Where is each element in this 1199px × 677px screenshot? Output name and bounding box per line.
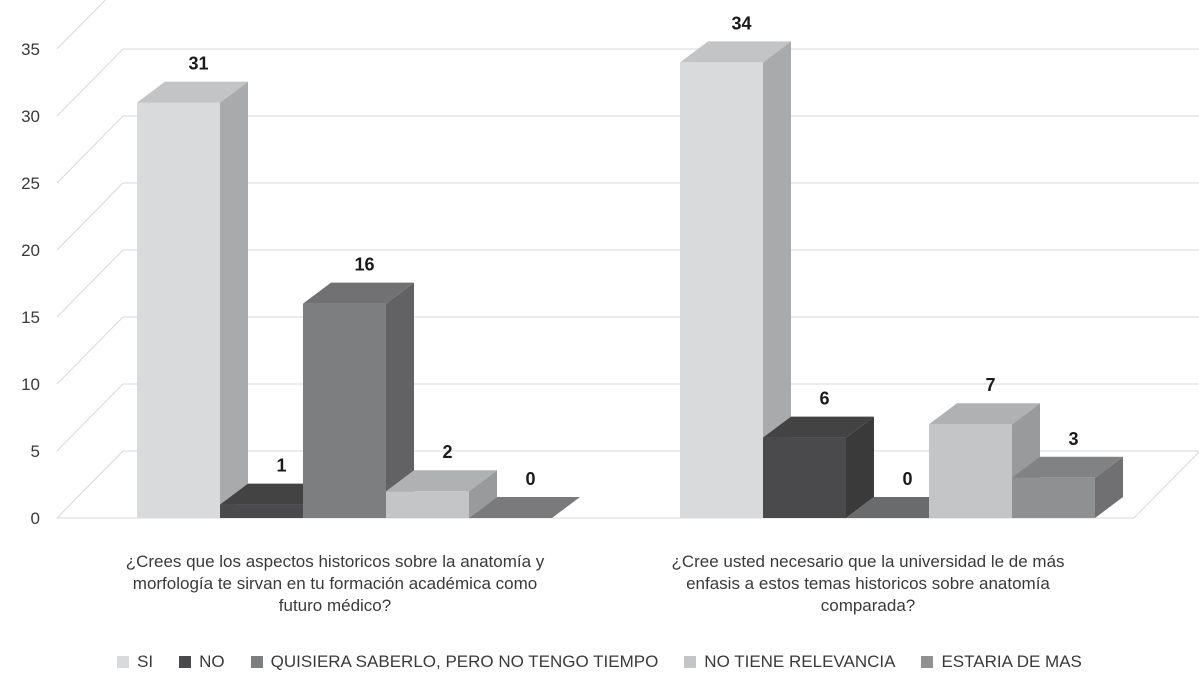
gridline-side xyxy=(56,115,124,184)
bar-front xyxy=(220,504,303,518)
gridline-side xyxy=(56,182,124,251)
legend-item: SI xyxy=(117,652,153,672)
category-label: ¿Cree usted necesario que la universidad… xyxy=(671,552,1064,615)
bar-front xyxy=(386,491,469,518)
category-label-line: morfología te sirvan en tu formación aca… xyxy=(133,574,537,593)
bar-top xyxy=(929,403,1040,425)
bar-front xyxy=(929,424,1012,518)
legend-item: NO TIENE RELEVANCIA xyxy=(684,652,895,672)
legend-swatch xyxy=(117,656,130,668)
legend: SI NO QUISIERA SABERLO, PERO NO TENGO TIEM… xyxy=(0,652,1199,672)
legend-label: QUISIERA SABERLO, PERO NO TENGO TIEMPO xyxy=(270,652,659,671)
bar-top xyxy=(469,497,580,518)
gridline-side xyxy=(56,249,124,318)
bar-front xyxy=(137,102,220,518)
gridline-side xyxy=(56,48,124,117)
category-label-line: enfasis a estos temas historicos sobre a… xyxy=(686,574,1050,593)
legend-label: ESTARIA DE MAS xyxy=(941,652,1082,671)
y-tick-label: 35 xyxy=(21,40,40,59)
category-label-line: ¿Cree usted necesario que la universidad… xyxy=(671,552,1064,571)
data-label: 1 xyxy=(276,456,286,476)
bars xyxy=(137,41,1123,519)
y-tick-label: 0 xyxy=(31,509,40,528)
legend-swatch xyxy=(179,656,192,668)
data-label: 0 xyxy=(525,469,535,489)
y-tick-label: 30 xyxy=(21,107,40,126)
legend-item: QUISIERA SABERLO, PERO NO TENGO TIEMPO xyxy=(250,652,659,672)
data-label: 16 xyxy=(354,255,374,275)
data-label: 2 xyxy=(442,442,452,462)
legend-swatch xyxy=(250,656,263,668)
bar-side xyxy=(220,81,248,518)
data-label: 34 xyxy=(731,13,751,33)
category-label-line: futuro médico? xyxy=(279,596,391,615)
bar-top xyxy=(137,81,248,103)
gridline-side xyxy=(56,316,124,385)
data-label: 3 xyxy=(1068,429,1078,449)
category-label-line: comparada? xyxy=(821,596,916,615)
category-label-line: ¿Crees que los aspectos historicos sobre… xyxy=(126,552,545,571)
bar-side xyxy=(1095,456,1123,518)
legend-item: ESTARIA DE MAS xyxy=(921,652,1082,672)
bar-side xyxy=(763,41,791,519)
gridlines xyxy=(56,0,1199,519)
bar-side xyxy=(846,416,874,518)
bar-front xyxy=(1012,477,1095,518)
bar-side xyxy=(386,282,414,518)
bar xyxy=(137,81,248,518)
bar xyxy=(763,416,874,518)
bar-front xyxy=(303,303,386,518)
category-label: ¿Crees que los aspectos historicos sobre… xyxy=(126,552,545,615)
legend-label: NO xyxy=(199,652,225,671)
y-tick-label: 25 xyxy=(21,174,40,193)
legend-swatch xyxy=(921,656,934,668)
legend-label: SI xyxy=(137,652,154,671)
y-tick-label: 5 xyxy=(31,442,40,461)
data-label: 31 xyxy=(188,54,208,74)
y-tick-label: 10 xyxy=(21,375,40,394)
bar-top xyxy=(763,416,874,438)
data-label: 0 xyxy=(902,469,912,489)
data-label: 7 xyxy=(985,375,995,395)
bar-top xyxy=(386,470,497,492)
bar-side xyxy=(469,470,497,518)
y-tick-label: 20 xyxy=(21,241,40,260)
y-tick-label: 15 xyxy=(21,308,40,327)
bar xyxy=(386,470,497,518)
bar xyxy=(1012,456,1123,518)
bar-top xyxy=(1012,456,1123,478)
bar-top xyxy=(680,41,791,63)
legend-swatch xyxy=(684,656,697,668)
bar-front xyxy=(680,62,763,519)
bar-front xyxy=(763,437,846,518)
legend-label: NO TIENE RELEVANCIA xyxy=(704,652,896,671)
bar xyxy=(303,282,414,518)
gridline-side xyxy=(56,383,124,452)
bar xyxy=(680,41,791,519)
bar-top xyxy=(303,282,414,304)
gridline-side xyxy=(56,0,106,50)
legend-item: NO xyxy=(179,652,225,672)
data-label: 6 xyxy=(819,389,829,409)
bar xyxy=(469,497,580,518)
